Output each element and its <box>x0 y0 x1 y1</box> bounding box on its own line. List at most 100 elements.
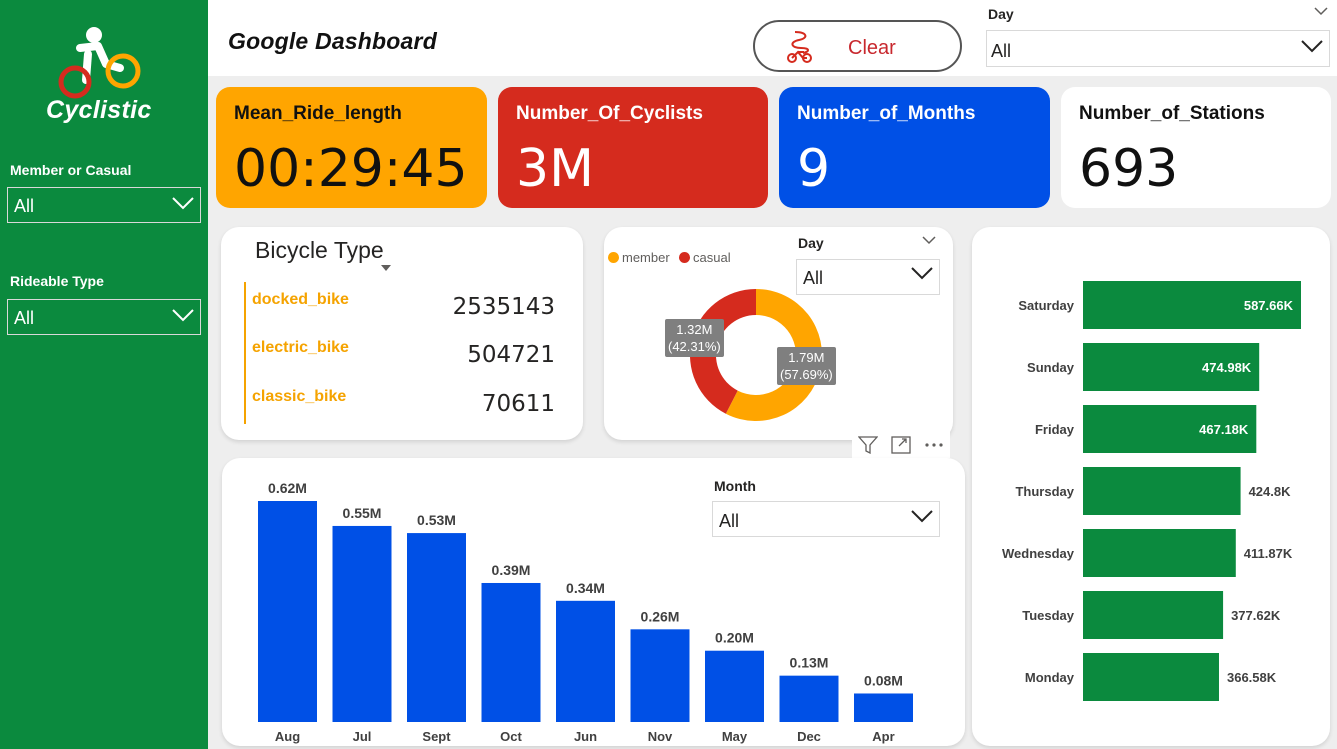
month-bar-label: 0.26M <box>641 608 680 624</box>
kpi-mean-ride-length: Mean_Ride_length 00:29:45 <box>216 87 487 208</box>
weekday-bar[interactable] <box>1083 529 1236 577</box>
donut-day-filter-value: All <box>803 268 824 288</box>
donut-chart[interactable] <box>604 227 953 440</box>
member-filter-select[interactable]: All <box>7 187 201 223</box>
bicycle-type-name: classic_bike <box>252 388 347 405</box>
month-bar[interactable] <box>481 582 541 722</box>
kpi-label: Mean_Ride_length <box>234 103 402 124</box>
month-bar[interactable] <box>332 525 392 722</box>
more-options-icon[interactable] <box>924 442 944 448</box>
month-axis-label: Oct <box>500 729 522 744</box>
donut-label-member: 1.79M (57.69%) <box>777 347 836 385</box>
clear-button[interactable]: Clear <box>753 20 962 72</box>
month-filter-value: All <box>719 511 740 531</box>
weekday-axis-label: Tuesday <box>1022 608 1075 623</box>
month-bar-label: 0.08M <box>864 672 903 688</box>
bicycle-type-value: 504721 <box>467 342 555 368</box>
month-bar-label: 0.62M <box>268 480 307 496</box>
rideable-filter-select[interactable]: All <box>7 299 201 335</box>
month-bar[interactable] <box>630 629 690 722</box>
weekday-axis-label: Saturday <box>1018 298 1074 313</box>
month-bar[interactable] <box>854 693 913 722</box>
month-bar[interactable] <box>705 650 764 722</box>
weekday-bar-label: 467.18K <box>1199 422 1249 437</box>
bicycle-type-title: Bicycle Type <box>255 237 384 263</box>
bike-path-icon <box>787 31 812 63</box>
month-axis-label: Apr <box>872 729 894 744</box>
weekday-axis-label: Friday <box>1035 422 1075 437</box>
chevron-down-icon[interactable] <box>1314 6 1328 16</box>
kpi-number-of-stations: Number_of_Stations 693 <box>1061 87 1331 208</box>
month-bar-label: 0.39M <box>492 562 531 578</box>
kpi-value: 9 <box>797 139 831 199</box>
chevron-down-icon[interactable] <box>922 235 936 245</box>
kpi-value: 00:29:45 <box>234 139 468 199</box>
weekday-bar[interactable] <box>1083 467 1241 515</box>
weekday-bar[interactable] <box>1083 591 1224 639</box>
month-bar-label: 0.34M <box>566 580 605 596</box>
donut-day-filter-select[interactable]: All <box>796 259 940 295</box>
legend-item-member[interactable]: member <box>608 250 670 265</box>
weekday-bar-label: 424.8K <box>1249 484 1292 499</box>
month-bar-label: 0.20M <box>715 630 754 646</box>
kpi-number-of-cyclists: Number_Of_Cyclists 3M <box>498 87 768 208</box>
weekday-bar-label: 366.58K <box>1227 670 1277 685</box>
sort-caret-icon[interactable] <box>381 265 391 271</box>
month-axis-label: Aug <box>275 729 300 744</box>
kpi-label: Number_of_Months <box>797 103 976 124</box>
kpi-value: 693 <box>1079 139 1179 199</box>
chevron-down-icon <box>911 267 933 280</box>
sidebar: Cyclistic Member or Casual All Rideable … <box>0 0 208 749</box>
weekday-bar[interactable] <box>1083 405 1257 453</box>
weekday-bar-label: 587.66K <box>1244 298 1294 313</box>
weekday-bar-label: 474.98K <box>1202 360 1252 375</box>
kpi-value: 3M <box>516 139 594 199</box>
monthly-bar-chart[interactable]: 0.62M Aug 0.55M Jul 0.53M Sept 0.39M Oct 0.34M Ju… <box>222 458 965 746</box>
weekday-axis-label: Wednesday <box>1002 546 1075 561</box>
month-bar-label: 0.53M <box>417 512 456 528</box>
kpi-label: Number_Of_Cyclists <box>516 103 703 124</box>
donut-day-filter-label: Day <box>798 235 824 251</box>
legend-dot <box>608 252 619 263</box>
weekday-bar-chart[interactable]: Saturday 587.66K Sunday 474.98K Friday 467.18… <box>972 227 1330 746</box>
month-bar[interactable] <box>258 501 317 722</box>
member-filter-value: All <box>14 196 35 216</box>
donut-label-casual: 1.32M (42.31%) <box>665 319 724 357</box>
chevron-down-icon <box>1301 40 1323 53</box>
legend-item-casual[interactable]: casual <box>679 250 731 265</box>
kpi-number-of-months: Number_of_Months 9 <box>779 87 1050 208</box>
focus-mode-icon[interactable] <box>891 436 911 454</box>
month-bar[interactable] <box>556 600 615 722</box>
weekday-bar-panel: Saturday 587.66K Sunday 474.98K Friday 467.18… <box>972 227 1330 746</box>
clear-button-label: Clear <box>848 37 896 59</box>
donut-slice-member[interactable] <box>725 289 822 421</box>
chevron-down-icon <box>172 309 194 322</box>
header: Google Dashboard Clear Day All <box>208 0 1337 76</box>
month-axis-label: Nov <box>648 729 673 744</box>
legend-dot <box>679 252 690 263</box>
day-filter-select[interactable]: All <box>986 30 1330 67</box>
month-bar[interactable] <box>407 533 466 722</box>
month-filter-select[interactable]: All <box>712 501 940 537</box>
weekday-bar-label: 377.62K <box>1231 608 1281 623</box>
kpi-label: Number_of_Stations <box>1079 103 1265 124</box>
month-bar-label: 0.13M <box>790 655 829 671</box>
month-axis-label: Jun <box>574 729 597 744</box>
weekday-bar[interactable] <box>1083 343 1260 391</box>
weekday-bar[interactable] <box>1083 653 1219 701</box>
accent-bar <box>244 282 246 424</box>
page-title: Google Dashboard <box>228 28 437 54</box>
filter-icon[interactable] <box>858 436 879 454</box>
month-bar[interactable] <box>779 675 839 722</box>
donut-label-value: 1.79M (57.69%) <box>780 350 833 382</box>
day-filter-value: All <box>991 41 1012 61</box>
member-casual-donut-panel: member casual Day All 1.79M (57.69%) 1.3… <box>604 227 953 440</box>
weekday-bar[interactable] <box>1083 281 1301 329</box>
visual-header-toolbar <box>852 432 950 458</box>
rideable-filter-label: Rideable Type <box>10 273 104 289</box>
chevron-down-icon <box>172 197 194 210</box>
weekday-bar-label: 411.87K <box>1244 546 1293 561</box>
monthly-bar-panel: 0.62M Aug 0.55M Jul 0.53M Sept 0.39M Oct 0.34M Ju… <box>222 458 965 746</box>
bicycle-type-panel: Bicycle Type docked_bike 2535143 electri… <box>221 227 583 440</box>
legend-label: casual <box>693 250 731 265</box>
